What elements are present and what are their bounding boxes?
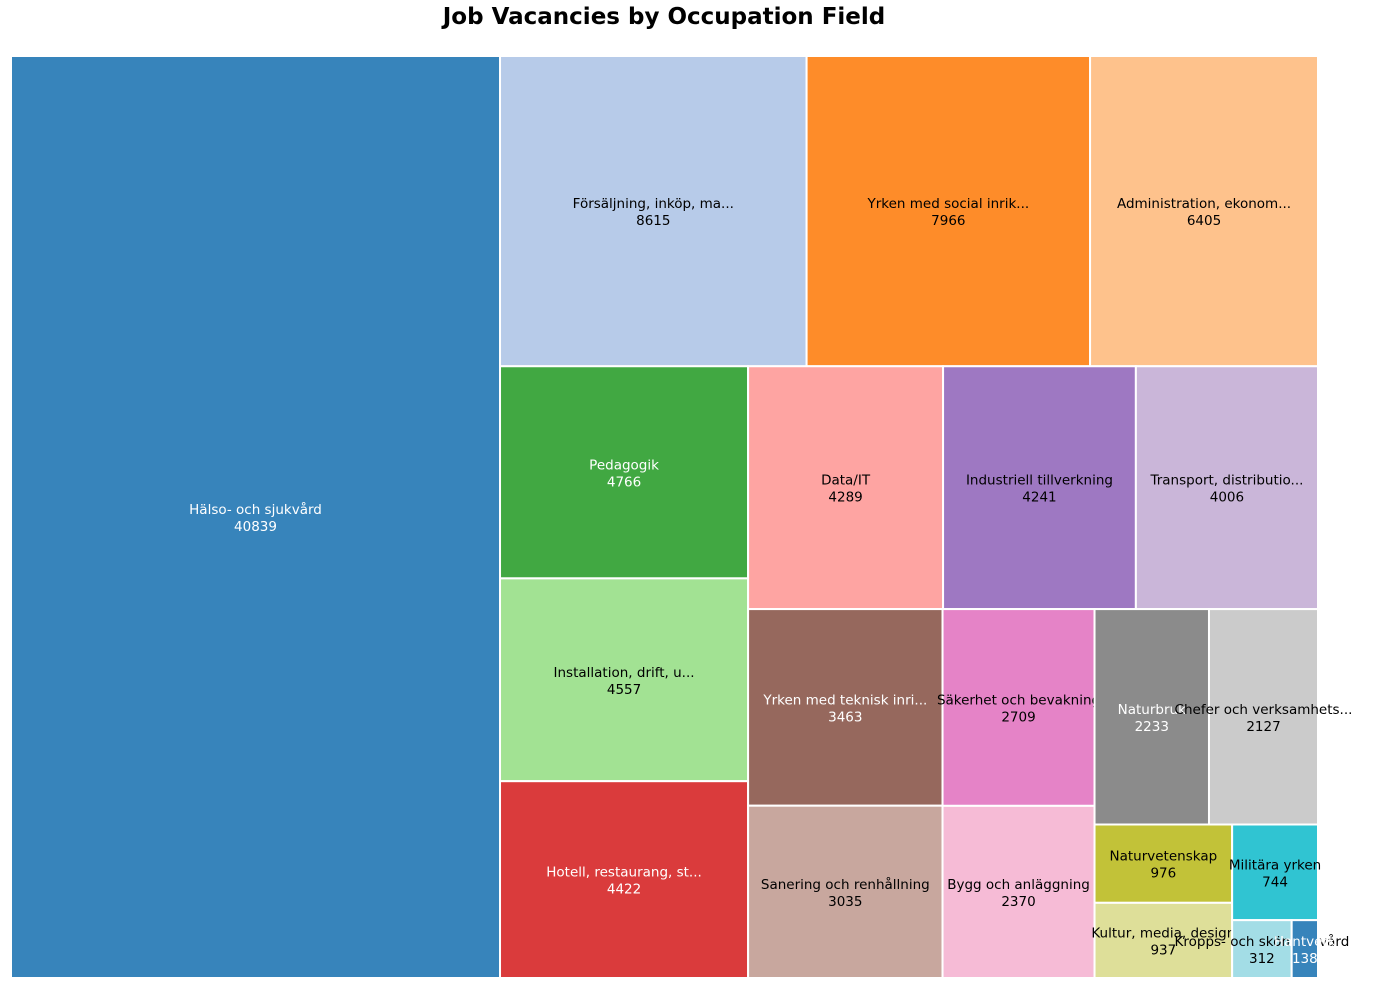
treemap-label: Naturbruk (1118, 702, 1186, 718)
treemap-rect (941, 804, 1096, 979)
treemap-label: Kultur, media, design (1091, 925, 1235, 941)
treemap-label: Installation, drift, u... (554, 665, 695, 681)
treemap-rect (805, 55, 1092, 368)
treemap-label: Hantverk (1274, 934, 1336, 950)
treemap-value-label: 937 (1150, 942, 1176, 958)
treemap-cell-administration-ekonom: Administration, ekonom...6405 (1089, 55, 1319, 368)
treemap-rect (942, 365, 1137, 611)
treemap-value-label: 4006 (1210, 490, 1244, 506)
treemap-value-label: 8615 (636, 213, 670, 229)
treemap-rect (747, 804, 944, 980)
treemap-rect (1093, 823, 1234, 904)
treemap-value-label: 138 (1292, 951, 1318, 967)
treemap-rect (1093, 608, 1210, 826)
treemap-label: Data/IT (821, 473, 871, 489)
treemap-rect (747, 365, 945, 611)
treemap-value-label: 4557 (607, 682, 641, 698)
treemap-cell-transport-distributio: Transport, distributio...4006 (1134, 365, 1320, 611)
treemap-rect (941, 608, 1096, 807)
treemap-value-label: 3463 (828, 709, 862, 725)
treemap-cell-forsaljning-inkop-ma: Försäljning, inköp, ma...8615 (499, 55, 808, 368)
treemap-rect (1231, 919, 1293, 979)
treemap-value-label: 4766 (607, 474, 641, 490)
treemap-rect (10, 55, 502, 979)
chart-title: Job Vacancies by Occupation Field (442, 4, 886, 30)
treemap-label: Industriell tillverkning (966, 473, 1113, 489)
treemap-value-label: 2370 (1001, 894, 1035, 910)
treemap-label: Militära yrken (1229, 857, 1321, 873)
treemap-value-label: 2709 (1001, 709, 1035, 725)
treemap-label: Hotell, restaurang, st... (546, 865, 702, 881)
treemap-cell-hotell-restaurang-st: Hotell, restaurang, st...4422 (499, 780, 750, 979)
treemap-label: Naturvetenskap (1109, 849, 1217, 865)
treemap-value-label: 312 (1249, 951, 1275, 967)
treemap-label: Pedagogik (589, 457, 659, 473)
treemap-label: Chefer och verksamhets... (1175, 702, 1353, 718)
treemap-rect (1231, 823, 1319, 922)
treemap-cell-yrken-med-teknisk-inri: Yrken med teknisk inri...3463 (747, 608, 944, 807)
treemap-label: Hälso- och sjukvård (189, 501, 322, 518)
treemap-label: Transport, distributio... (1149, 473, 1303, 489)
treemap-rect (1207, 608, 1319, 826)
treemap-label: Sanering och renhållning (761, 876, 930, 893)
treemap-value-label: 976 (1150, 866, 1176, 882)
treemap-value-label: 6405 (1187, 213, 1221, 229)
treemap-rect (499, 780, 750, 979)
treemap-cell-chefer-och-verksamhets: Chefer och verksamhets...2127 (1175, 608, 1353, 826)
treemap-value-label: 4241 (1022, 490, 1056, 506)
treemap-value-label: 744 (1262, 874, 1288, 890)
treemap-label: Säkerhet och bevakning (937, 692, 1100, 708)
treemap-label: Administration, ekonom... (1117, 196, 1291, 212)
treemap-rect (1093, 901, 1234, 979)
treemap-value-label: 7966 (931, 213, 965, 229)
treemap-rect (499, 55, 808, 368)
treemap-label: Yrken med teknisk inri... (762, 692, 927, 708)
treemap-value-label: 3035 (828, 894, 862, 910)
treemap-rect (1089, 55, 1319, 368)
treemap-label: Yrken med social inrik... (866, 196, 1029, 212)
treemap-value-label: 2233 (1135, 719, 1169, 735)
treemap-cell-installation-drift-u: Installation, drift, u...4557 (499, 577, 750, 783)
treemap-value-label: 40839 (234, 519, 277, 535)
treemap-rect (1134, 365, 1320, 611)
treemap-label: Försäljning, inköp, ma... (573, 196, 734, 212)
treemap-label: Bygg och anläggning (947, 877, 1090, 893)
treemap-value-label: 2127 (1246, 719, 1280, 735)
treemap-cell-yrken-med-social-inrik: Yrken med social inrik...7966 (805, 55, 1092, 368)
treemap-rect (1290, 919, 1319, 979)
treemap-value-label: 4289 (828, 490, 862, 506)
treemap-value-label: 4422 (607, 882, 641, 898)
